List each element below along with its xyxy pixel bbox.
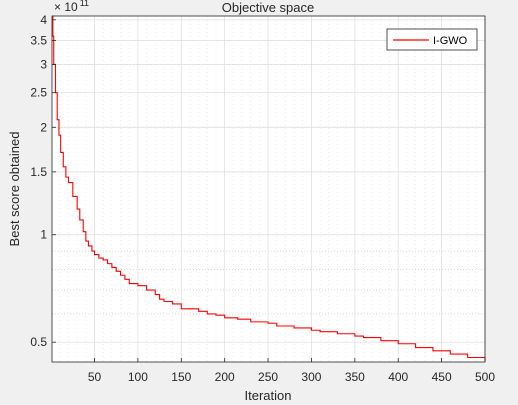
series-layer [52,15,486,361]
plot-area [52,16,485,362]
y-multiplier: × 10 11 [54,0,89,14]
series-line-i-gwo [52,15,486,361]
y-tick-label: 2.5 [30,86,47,100]
y-tick-labels: 0.5 1 1.5 2 2.5 3 3.5 4 [30,13,47,349]
plot-frame [51,15,486,363]
legend[interactable]: I-GWO [386,28,478,51]
x-tick-label: 100 [128,370,148,384]
x-tick-label: 450 [432,370,452,384]
tick-marks [52,19,486,362]
legend-box [386,28,478,51]
x-tick-label: 400 [388,370,408,384]
chart-title: Objective space [222,0,315,15]
y-tick-label: 0.5 [30,335,47,349]
y-axis-label: Best score obtained [7,132,22,247]
y-multiplier-exponent: 11 [80,0,89,8]
x-tick-label: 150 [171,370,191,384]
x-tick-labels: 50 100 150 200 250 300 350 400 450 500 [88,370,495,384]
y-tick-label: 4 [40,13,47,27]
y-tick-label: 1.5 [30,165,47,179]
y-multiplier-base: × 10 [54,0,78,14]
x-tick-label: 350 [345,370,365,384]
y-tick-label: 1 [40,228,47,242]
x-tick-label: 250 [258,370,278,384]
x-tick-label: 50 [88,370,102,384]
x-axis-label: Iteration [245,388,292,403]
y-tick-label: 3 [40,57,47,71]
y-tick-label: 2 [40,120,47,134]
legend-label-i-gwo: I-GWO [433,35,468,47]
x-tick-label: 300 [301,370,321,384]
x-tick-label: 200 [215,370,235,384]
x-tick-label: 500 [475,370,495,384]
y-tick-label: 3.5 [30,34,47,48]
